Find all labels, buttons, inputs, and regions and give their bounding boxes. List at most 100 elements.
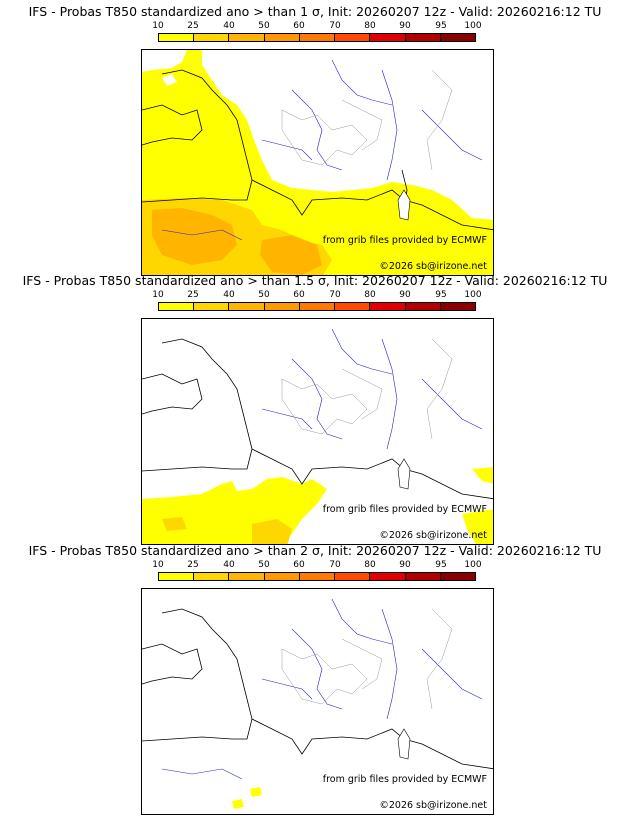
colorbar-swatch [194, 573, 230, 580]
admin-border [341, 638, 383, 690]
tick-label: 70 [329, 560, 341, 570]
prob-fill-10 [250, 787, 262, 797]
colorbar-swatch [299, 34, 336, 41]
tick-label: 25 [187, 560, 199, 570]
tick-label: 40 [223, 560, 235, 570]
prob-below-threshold [202, 50, 493, 220]
coastline [142, 104, 203, 146]
tick-label: 40 [223, 290, 235, 300]
admin-border [341, 368, 383, 420]
coastline [142, 338, 253, 472]
colorbar-swatch [264, 34, 300, 41]
colorbar [158, 302, 476, 311]
colorbar-swatch [440, 34, 475, 41]
admin-border [281, 648, 368, 705]
tick-label: 100 [464, 290, 482, 300]
river [381, 69, 398, 181]
tick-label: 25 [187, 290, 199, 300]
river [161, 229, 243, 241]
colorbar-legend: 10 25 40 50 60 70 80 90 95 100 [152, 560, 482, 583]
colorbar-legend: 10 25 40 50 60 70 80 90 95 100 [152, 21, 482, 44]
colorbar-swatch [264, 303, 300, 310]
tick-label: 60 [293, 560, 305, 570]
river [381, 608, 398, 720]
map-background [142, 589, 493, 814]
tick-label: 10 [152, 290, 164, 300]
river [161, 768, 243, 780]
colorbar-swatch [299, 573, 336, 580]
map-graphics [142, 50, 493, 275]
colorbar-swatch [194, 34, 230, 41]
tick-label: 95 [435, 560, 447, 570]
river [421, 109, 483, 161]
admin-border [281, 109, 368, 166]
tick-label: 50 [258, 290, 270, 300]
river [291, 628, 343, 710]
river [261, 408, 313, 430]
colorbar-legend: 10 25 40 50 60 70 80 90 95 100 [152, 290, 482, 313]
colorbar-swatch [159, 573, 195, 580]
corsica [397, 458, 411, 490]
probability-map: from grib files provided by ECMWF ©2026 … [141, 318, 494, 545]
colorbar-swatch [335, 573, 371, 580]
colorbar-swatch [440, 303, 475, 310]
tick-label: 80 [364, 560, 376, 570]
tick-label: 25 [187, 21, 199, 31]
tick-label: 70 [329, 21, 341, 31]
colorbar-swatch [229, 34, 265, 41]
coastline [142, 373, 203, 415]
prob-fill-10 [232, 799, 244, 809]
probability-map: from grib files provided by ECMWF ©2026 … [141, 49, 494, 276]
copyright-credit: ©2026 sb@irizone.net [379, 530, 487, 541]
tick-label: 90 [399, 290, 411, 300]
river [381, 338, 398, 450]
colorbar-swatch [194, 303, 230, 310]
river [421, 648, 483, 700]
admin-border [426, 608, 453, 710]
source-credit: from grib files provided by ECMWF [322, 504, 487, 515]
probability-map: from grib files provided by ECMWF ©2026 … [141, 588, 494, 815]
coastline [142, 69, 253, 203]
prob-fill-10 [472, 467, 493, 484]
colorbar-swatch [335, 34, 371, 41]
corsica [397, 189, 411, 221]
source-credit: from grib files provided by ECMWF [322, 235, 487, 246]
tick-label: 50 [258, 560, 270, 570]
prob-fill-25 [162, 517, 187, 531]
panel-2: IFS - Probas T850 standardized ano > tha… [0, 269, 630, 545]
panel-1: IFS - Probas T850 standardized ano > tha… [0, 0, 630, 276]
admin-border [426, 338, 453, 440]
admin-border [426, 69, 453, 171]
coastline [142, 608, 253, 742]
tick-label: 10 [152, 21, 164, 31]
map-graphics [142, 319, 493, 544]
colorbar-swatch [370, 303, 406, 310]
tick-label: 100 [464, 560, 482, 570]
tick-label: 60 [293, 290, 305, 300]
colorbar-swatch [370, 34, 406, 41]
tick-label: 95 [435, 290, 447, 300]
panel-title: IFS - Probas T850 standardized ano > tha… [28, 4, 602, 19]
tick-label: 100 [464, 21, 482, 31]
source-credit: from grib files provided by ECMWF [322, 774, 487, 785]
tick-label: 10 [152, 560, 164, 570]
admin-border [281, 378, 368, 435]
copyright-credit: ©2026 sb@irizone.net [379, 261, 487, 272]
colorbar [158, 572, 476, 581]
colorbar-ticks: 10 25 40 50 60 70 80 90 95 100 [152, 21, 481, 32]
colorbar-swatch [229, 303, 265, 310]
tick-label: 40 [223, 21, 235, 31]
colorbar [158, 33, 476, 42]
colorbar-swatch [229, 573, 265, 580]
colorbar-swatch [440, 573, 475, 580]
prob-fill-25 [252, 519, 292, 544]
colorbar-swatch [405, 303, 441, 310]
prob-below-threshold [162, 74, 177, 86]
colorbar-ticks: 10 25 40 50 60 70 80 90 95 100 [152, 290, 481, 301]
colorbar-swatch [335, 303, 371, 310]
colorbar-swatch [370, 573, 406, 580]
tick-label: 80 [364, 21, 376, 31]
colorbar-swatch [159, 34, 195, 41]
colorbar-swatch [299, 303, 336, 310]
prob-below-threshold [142, 50, 187, 72]
